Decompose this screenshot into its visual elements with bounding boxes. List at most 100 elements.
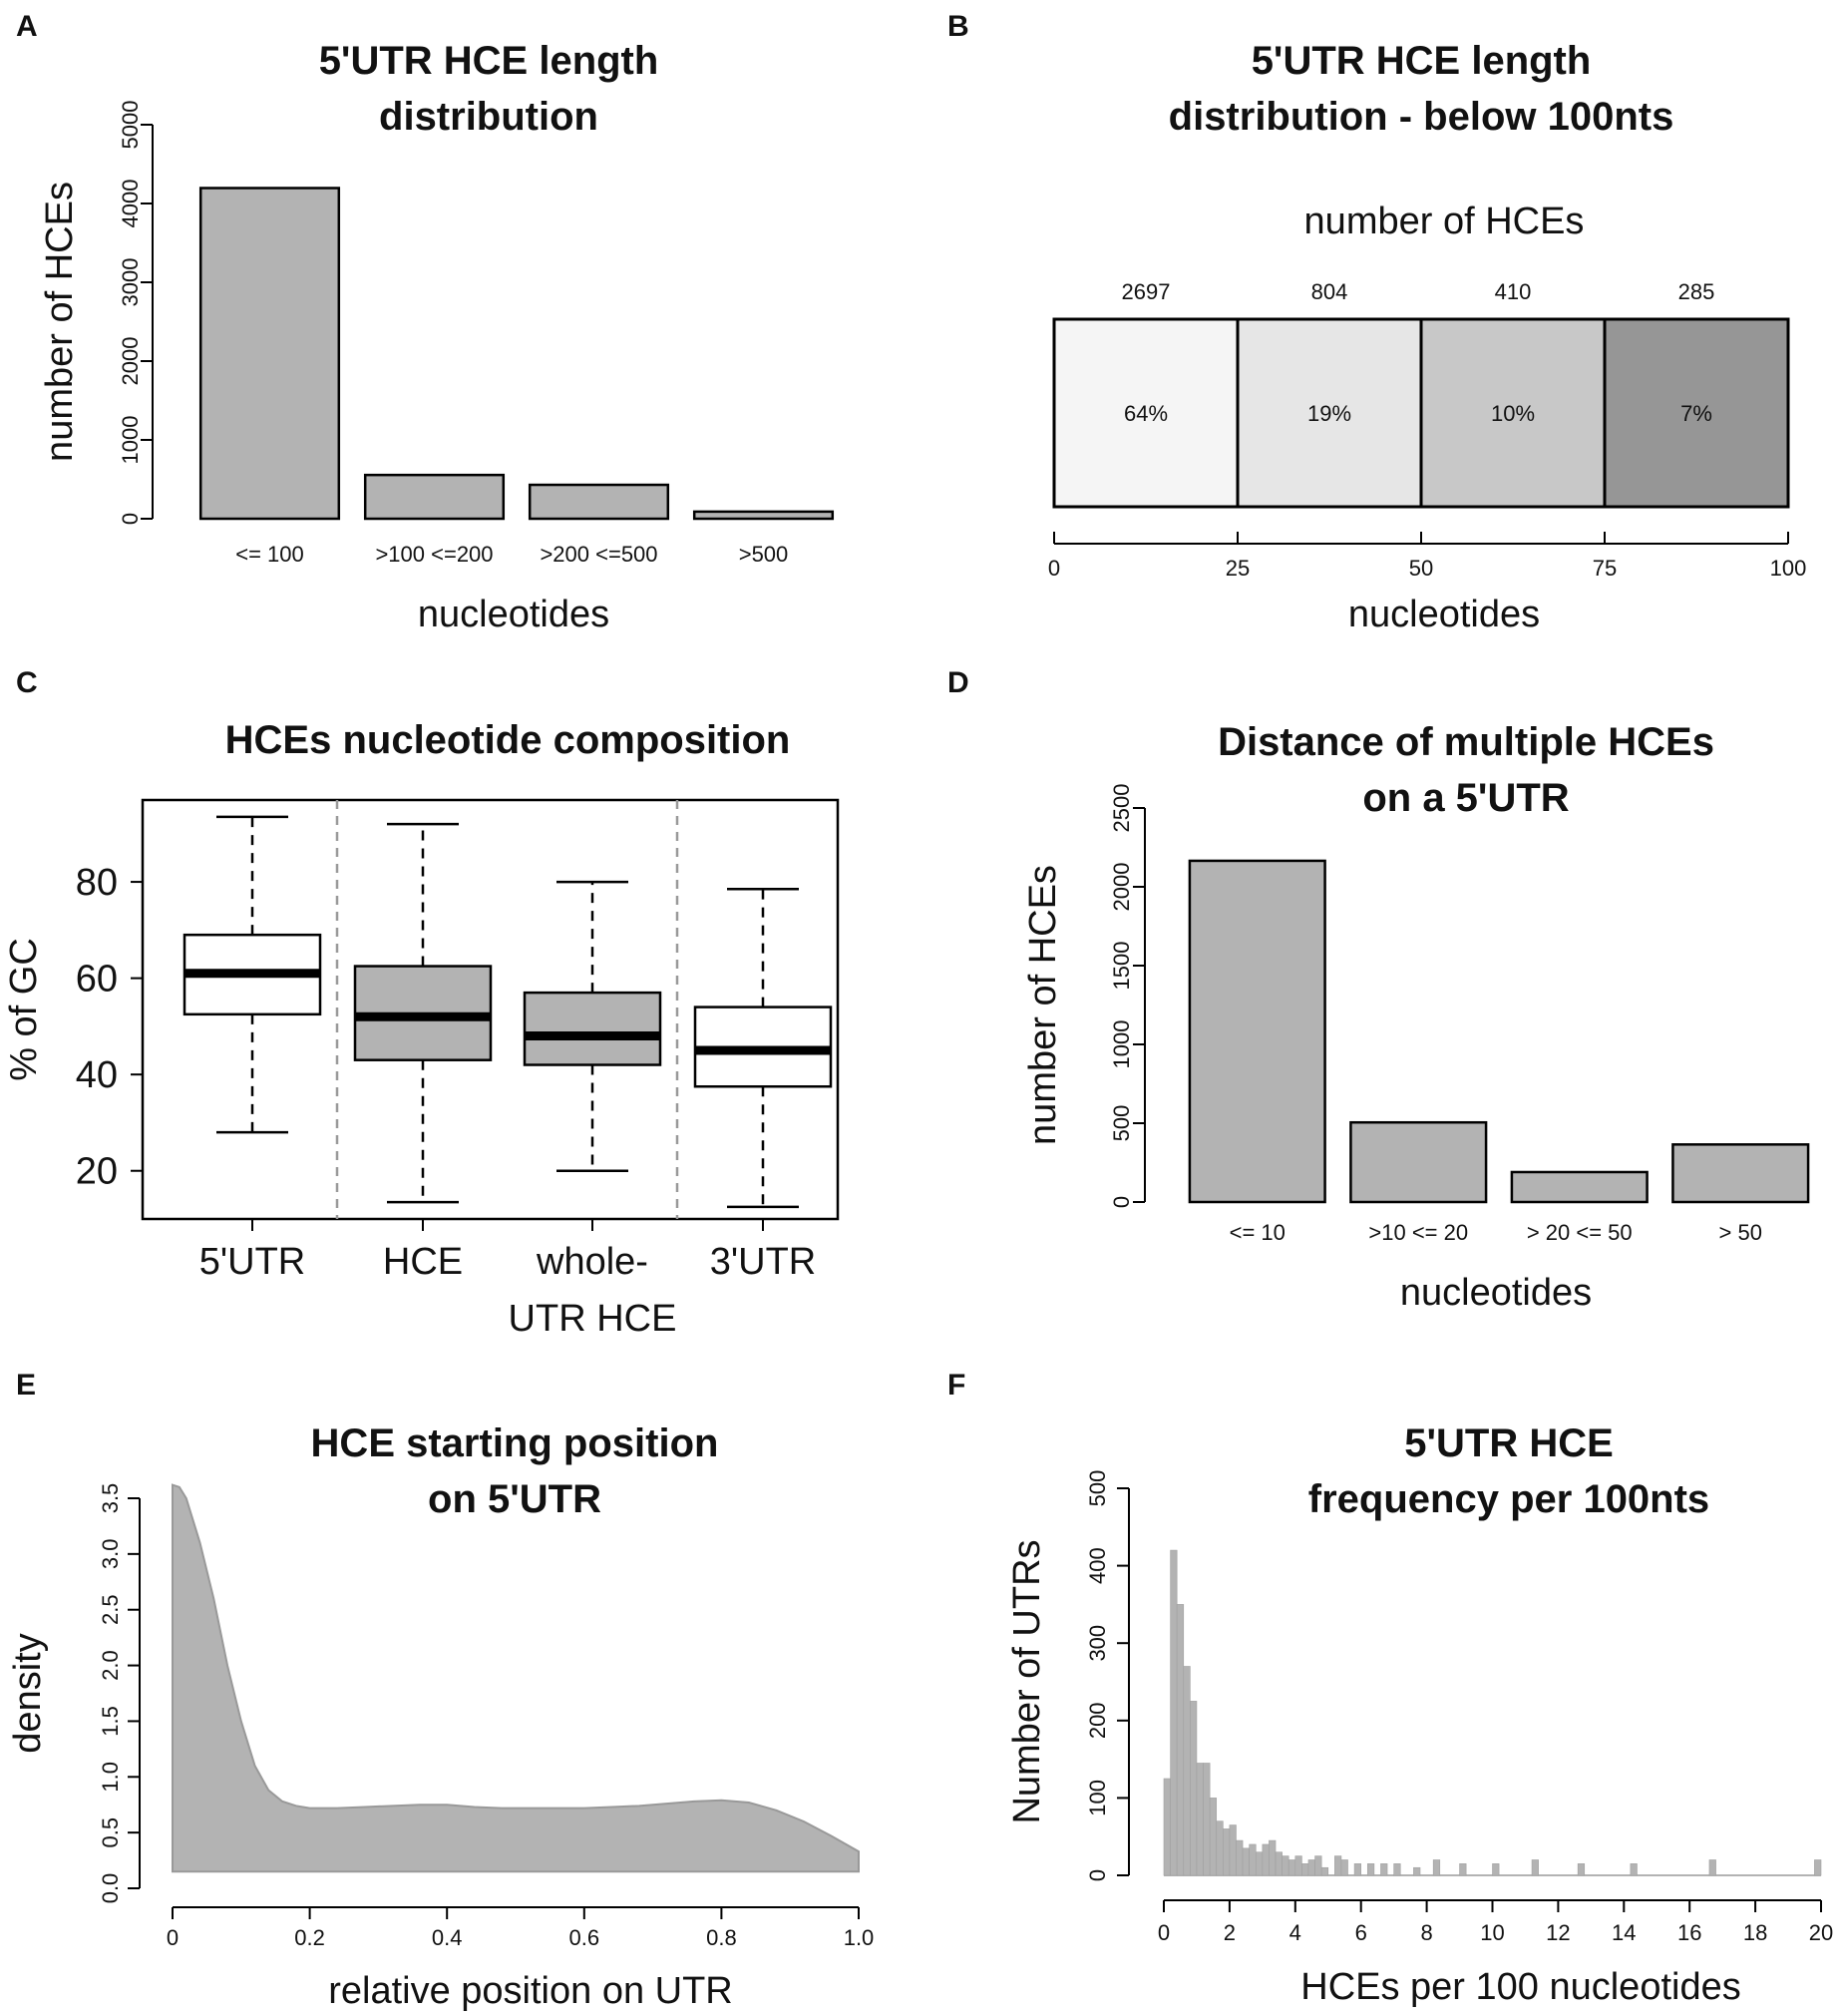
panel-b-title: distribution - below 100nts bbox=[1169, 95, 1674, 139]
panel-f-y-tick-label: 300 bbox=[1085, 1625, 1110, 1662]
panel-f-histogram-bar bbox=[1190, 1701, 1198, 1876]
panel-c-group-label: 3'UTR bbox=[710, 1241, 817, 1283]
panel-f-histogram-bar bbox=[1163, 1778, 1171, 1876]
panel-d-y-axis-label: number of HCEs bbox=[1022, 865, 1064, 1145]
panel-b-percent-label: 7% bbox=[1680, 401, 1712, 426]
panel-b-count-label: 410 bbox=[1495, 279, 1532, 304]
panel-d-bar bbox=[1671, 1143, 1810, 1204]
panel-f-histogram-bar bbox=[1492, 1863, 1500, 1876]
panel-f-histogram-bar bbox=[1223, 1828, 1231, 1876]
panel-d-y-tick-label: 2500 bbox=[1109, 784, 1134, 833]
panel-f-histogram-bar bbox=[1577, 1863, 1586, 1876]
panel-c-group-label: whole- bbox=[536, 1241, 648, 1283]
panel-f-histogram-bar bbox=[1294, 1855, 1302, 1876]
panel-f-histogram-bar bbox=[1262, 1843, 1270, 1876]
panel-e-y-tick-label: 1.5 bbox=[98, 1706, 123, 1737]
panel-e-x-tick-label: 0.6 bbox=[569, 1925, 600, 1950]
panel-f-y-tick-label: 500 bbox=[1085, 1470, 1110, 1507]
panel-f-x-tick-label: 12 bbox=[1546, 1920, 1570, 1945]
panel-a-x-axis-label: nucleotides bbox=[418, 594, 609, 635]
panel-a-y-tick-label: 2000 bbox=[118, 337, 143, 386]
panel-f-x-tick-label: 8 bbox=[1420, 1920, 1432, 1945]
panel-f-histogram-bar bbox=[1353, 1863, 1361, 1876]
panel-e-x-tick-label: 0.8 bbox=[706, 1925, 737, 1950]
panel-f-title: 5'UTR HCE bbox=[1404, 1421, 1614, 1465]
panel-a-bar bbox=[692, 510, 835, 521]
panel-a-y-tick-label: 5000 bbox=[118, 101, 143, 150]
panel-b-x-tick-label: 100 bbox=[1770, 556, 1807, 581]
panel-b-x-axis-label: nucleotides bbox=[1348, 594, 1540, 635]
panel-b-x-tick-label: 50 bbox=[1409, 556, 1433, 581]
panel-a-title: distribution bbox=[379, 95, 598, 139]
panel-b-subtitle: number of HCEs bbox=[1304, 201, 1585, 242]
panel-c-group-label: HCE bbox=[383, 1241, 463, 1283]
panel-f-x-tick-label: 6 bbox=[1355, 1920, 1367, 1945]
panel-a-category-label: >200 <=500 bbox=[540, 542, 657, 567]
panel-c-y-axis-label: % of GC bbox=[3, 938, 45, 1081]
panel-f-histogram-bar bbox=[1531, 1859, 1539, 1876]
panel-f-letter: F bbox=[947, 1369, 965, 1402]
panel-f-x-tick-label: 2 bbox=[1224, 1920, 1236, 1945]
panel-c-group-label: UTR HCE bbox=[509, 1298, 677, 1340]
panel-f-x-tick-label: 4 bbox=[1289, 1920, 1301, 1945]
panel-b-count-label: 2697 bbox=[1122, 279, 1171, 304]
panel-f-x-tick-label: 16 bbox=[1677, 1920, 1701, 1945]
panel-c-y-tick-label: 60 bbox=[76, 959, 118, 1001]
panel-c-y-tick-label: 40 bbox=[76, 1054, 118, 1096]
panel-f-histogram-bar bbox=[1196, 1763, 1204, 1876]
panel-f-histogram-bar bbox=[1432, 1859, 1441, 1876]
panel-e-x-tick-label: 0.2 bbox=[294, 1925, 325, 1950]
panel-f-histogram-bar bbox=[1340, 1859, 1348, 1876]
panel-f-histogram-bar bbox=[1413, 1866, 1421, 1876]
panel-d-x-axis-label: nucleotides bbox=[1400, 1272, 1592, 1314]
panel-f-histogram-bar bbox=[1183, 1666, 1191, 1876]
panel-d-category-label: <= 10 bbox=[1230, 1220, 1286, 1245]
panel-f-histogram-bar bbox=[1307, 1859, 1315, 1876]
panel-a-y-axis-label: number of HCEs bbox=[39, 182, 81, 462]
panel-d-category-label: > 50 bbox=[1719, 1220, 1762, 1245]
panel-e-y-tick-label: 2.5 bbox=[98, 1594, 123, 1625]
panel-c-letter: C bbox=[16, 666, 38, 699]
panel-e-x-tick-label: 0 bbox=[167, 1925, 179, 1950]
panel-d-y-tick-label: 1000 bbox=[1109, 1020, 1134, 1069]
panel-d-y-tick-label: 2000 bbox=[1109, 863, 1134, 912]
panel-f-x-tick-label: 20 bbox=[1809, 1920, 1833, 1945]
panel-b-x-tick-label: 75 bbox=[1593, 556, 1617, 581]
panel-e-y-tick-label: 3.0 bbox=[98, 1539, 123, 1570]
panel-f-title: frequency per 100nts bbox=[1308, 1477, 1709, 1521]
panel-d-category-label: > 20 <= 50 bbox=[1527, 1220, 1633, 1245]
panel-f-histogram-bar bbox=[1301, 1863, 1309, 1876]
panel-f-histogram-bar bbox=[1366, 1863, 1375, 1876]
panel-e-y-tick-label: 0.0 bbox=[98, 1873, 123, 1904]
panel-a-category-label: >100 <=200 bbox=[375, 542, 493, 567]
panel-f-histogram-bar bbox=[1209, 1798, 1218, 1876]
panel-f-histogram-bar bbox=[1287, 1859, 1296, 1876]
panel-b-segment bbox=[1236, 317, 1423, 509]
panel-b-percent-label: 64% bbox=[1124, 401, 1168, 426]
panel-d-title: Distance of multiple HCEs bbox=[1218, 720, 1714, 764]
panel-d-y-tick-label: 500 bbox=[1109, 1105, 1134, 1142]
panel-f-histogram-bar bbox=[1459, 1863, 1467, 1876]
panel-c-y-tick-label: 20 bbox=[76, 1151, 118, 1193]
panel-f-x-tick-label: 18 bbox=[1743, 1920, 1767, 1945]
panel-f-histogram-bar bbox=[1630, 1863, 1638, 1876]
panel-e-letter: E bbox=[16, 1369, 36, 1402]
panel-f-x-axis-label: HCEs per 100 nucleotides bbox=[1300, 1966, 1740, 2008]
panel-d-letter: D bbox=[947, 666, 969, 699]
panel-f-histogram-bar bbox=[1275, 1851, 1283, 1876]
panel-f-x-tick-label: 0 bbox=[1158, 1920, 1170, 1945]
panel-d-y-tick-label: 0 bbox=[1109, 1196, 1134, 1208]
panel-e-title: HCE starting position bbox=[311, 1421, 719, 1465]
panel-c-frame bbox=[141, 798, 840, 1221]
panel-f-y-tick-label: 400 bbox=[1085, 1547, 1110, 1584]
panel-f-histogram-bar bbox=[1229, 1824, 1237, 1876]
panel-e-x-tick-label: 0.4 bbox=[432, 1925, 463, 1950]
panel-a-y-tick-label: 3000 bbox=[118, 258, 143, 307]
panel-e-y-tick-label: 0.5 bbox=[98, 1817, 123, 1848]
panel-f-histogram-bar bbox=[1176, 1604, 1185, 1876]
panel-b-count-label: 285 bbox=[1678, 279, 1715, 304]
panel-f-histogram-bar bbox=[1320, 1866, 1329, 1876]
panel-a-category-label: <= 100 bbox=[235, 542, 304, 567]
panel-f-histogram-bar bbox=[1282, 1855, 1289, 1876]
